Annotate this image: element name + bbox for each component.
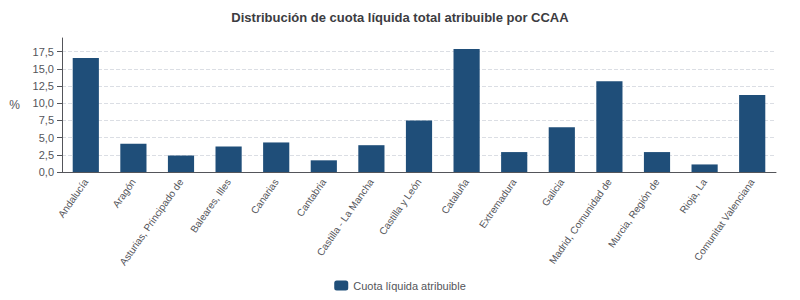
svg-text:7,5: 7,5 [39,114,54,126]
svg-text:Castilla - La Mancha: Castilla - La Mancha [315,176,377,257]
svg-text:2,5: 2,5 [39,149,54,161]
svg-text:Rioja, La: Rioja, La [677,176,709,215]
svg-text:Cantabria: Cantabria [294,176,328,218]
svg-text:%: % [9,98,20,112]
svg-text:Aragón: Aragón [110,177,138,210]
svg-text:0,0: 0,0 [39,166,54,178]
svg-text:10,0: 10,0 [33,97,54,109]
svg-text:Extremadura: Extremadura [477,176,519,230]
svg-text:Asturias, Principado de: Asturias, Principado de [117,176,185,267]
svg-text:17,5: 17,5 [33,46,54,58]
svg-text:Cataluña: Cataluña [439,176,471,215]
svg-text:12,5: 12,5 [33,80,54,92]
svg-text:15,0: 15,0 [33,63,54,75]
svg-text:Murcia, Región de: Murcia, Región de [606,176,662,249]
svg-text:Baleares, Illes: Baleares, Illes [188,177,233,235]
svg-text:Canarias: Canarias [249,177,281,216]
svg-text:5,0: 5,0 [39,132,54,144]
svg-text:Andalucía: Andalucía [56,176,91,219]
svg-text:Castilla y León: Castilla y León [377,177,424,237]
svg-text:Madrid, Comunidad de: Madrid, Comunidad de [547,176,614,266]
svg-text:Galicia: Galicia [540,176,567,208]
svg-text:Comunitat Valenciana: Comunitat Valenciana [692,176,757,262]
svg-text:Cuota líquida atribuible: Cuota líquida atribuible [353,280,466,292]
svg-text:Distribución de cuota líquida: Distribución de cuota líquida total atri… [231,10,569,25]
